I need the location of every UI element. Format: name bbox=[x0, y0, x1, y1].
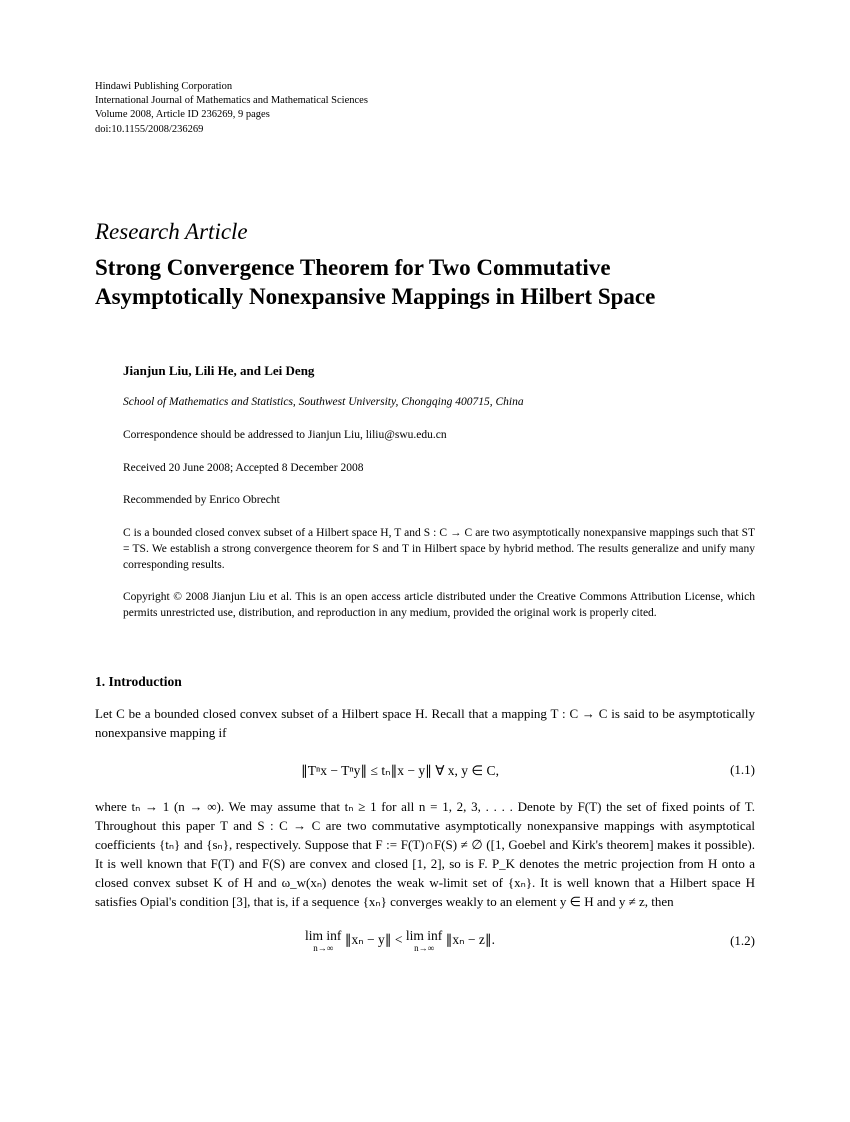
equation-number: (1.2) bbox=[705, 932, 755, 951]
publisher-block: Hindawi Publishing Corporation Internati… bbox=[95, 80, 755, 137]
correspondence: Correspondence should be addressed to Ji… bbox=[95, 427, 755, 444]
abstract: C is a bounded closed convex subset of a… bbox=[95, 525, 755, 573]
equation-body: ∥Tⁿx − Tⁿy∥ ≤ tₙ∥x − y∥ ∀ x, y ∈ C, bbox=[95, 761, 705, 781]
publisher-line: International Journal of Mathematics and… bbox=[95, 94, 755, 108]
authors: Jianjun Liu, Lili He, and Lei Deng bbox=[95, 362, 755, 381]
intro-paragraph-2: where tₙ → 1 (n → ∞). We may assume that… bbox=[95, 798, 755, 911]
equation-fragment: ∥xₙ − z∥. bbox=[446, 932, 495, 947]
paper-title: Strong Convergence Theorem for Two Commu… bbox=[95, 254, 755, 312]
liminf-right: lim inf n→∞ bbox=[406, 929, 442, 953]
dates: Received 20 June 2008; Accepted 8 Decemb… bbox=[95, 460, 755, 477]
equation-2: lim inf n→∞ ∥xₙ − y∥ < lim inf n→∞ ∥xₙ −… bbox=[95, 929, 755, 953]
equation-number: (1.1) bbox=[705, 761, 755, 780]
copyright: Copyright © 2008 Jianjun Liu et al. This… bbox=[95, 589, 755, 621]
equation-1: ∥Tⁿx − Tⁿy∥ ≤ tₙ∥x − y∥ ∀ x, y ∈ C, (1.1… bbox=[95, 761, 755, 781]
publisher-line: Hindawi Publishing Corporation bbox=[95, 80, 755, 94]
recommended-by: Recommended by Enrico Obrecht bbox=[95, 492, 755, 509]
intro-paragraph-1: Let C be a bounded closed convex subset … bbox=[95, 705, 755, 743]
equation-fragment: ∥xₙ − y∥ < bbox=[345, 932, 406, 947]
section-heading: 1. Introduction bbox=[95, 672, 755, 692]
liminf-left: lim inf n→∞ bbox=[305, 929, 341, 953]
article-type: Research Article bbox=[95, 215, 755, 248]
publisher-line: doi:10.1155/2008/236269 bbox=[95, 123, 755, 137]
publisher-line: Volume 2008, Article ID 236269, 9 pages bbox=[95, 108, 755, 122]
affiliation: School of Mathematics and Statistics, So… bbox=[95, 394, 755, 411]
equation-body: lim inf n→∞ ∥xₙ − y∥ < lim inf n→∞ ∥xₙ −… bbox=[95, 929, 705, 953]
